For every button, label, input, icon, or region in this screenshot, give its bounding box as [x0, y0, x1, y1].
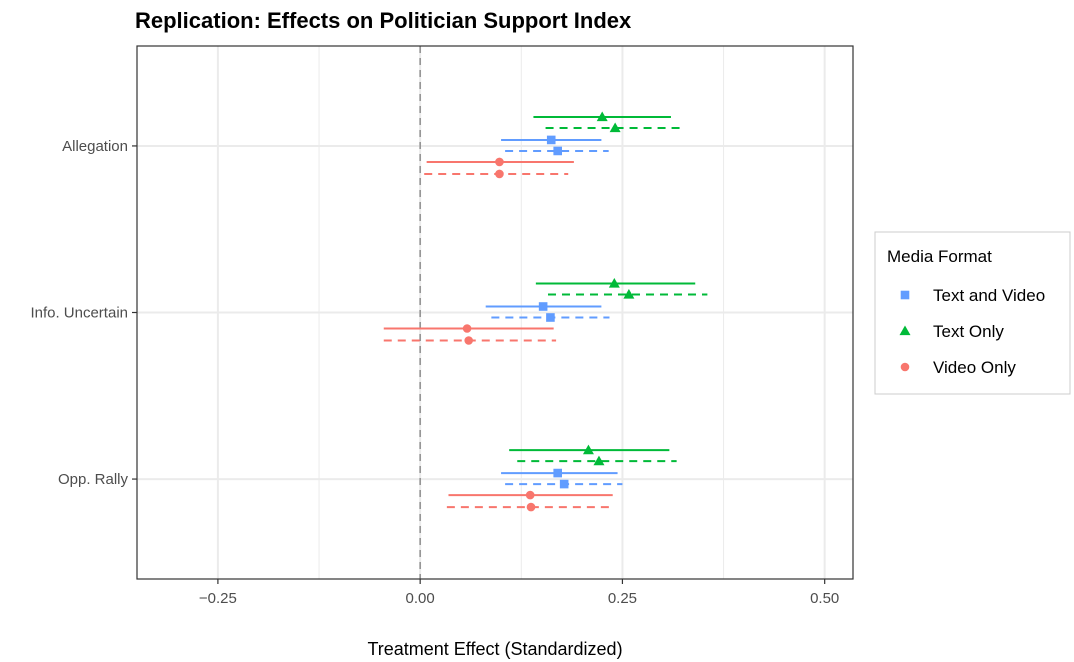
x-tick-label: 0.50	[810, 590, 839, 607]
legend-item: Text Only	[899, 322, 1004, 341]
legend-item: Text and Video	[900, 286, 1045, 305]
point-marker-triangle	[582, 444, 594, 455]
x-tick-label: −0.25	[199, 590, 237, 607]
y-tick-label: Info. Uncertain	[30, 305, 128, 322]
series-text-and-video	[485, 135, 623, 489]
legend: Media Format Text and Video Text Only Vide…	[874, 231, 1071, 395]
legend-label: Video Only	[933, 358, 1016, 377]
point-marker-square	[538, 302, 548, 311]
point-marker-square	[553, 468, 563, 478]
point-marker-triangle	[593, 455, 605, 466]
y-tick-label: Opp. Rally	[58, 471, 129, 488]
point-marker-square	[546, 313, 555, 322]
legend-label: Text Only	[933, 322, 1004, 341]
point-marker-square	[546, 135, 556, 145]
point-marker-circle	[495, 157, 504, 167]
x-axis-title: Treatment Effect (Standardized)	[367, 639, 622, 659]
point-marker-triangle	[623, 289, 635, 299]
point-marker-circle	[526, 502, 536, 512]
series-text-only	[509, 111, 708, 466]
legend-items: Text and Video Text Only Video Only	[899, 286, 1045, 377]
point-marker-triangle	[596, 111, 608, 122]
legend-item: Video Only	[900, 358, 1016, 377]
x-tick-label: 0.00	[406, 590, 435, 607]
point-marker-circle	[462, 324, 472, 333]
point-marker-triangle	[899, 325, 911, 336]
point-marker-square	[900, 290, 910, 300]
grid	[137, 46, 853, 579]
point-marker-circle	[525, 490, 535, 500]
y-axis: Allegation Info. Uncertain Opp. Rally	[30, 138, 137, 488]
point-marker-circle	[464, 336, 474, 345]
legend-label: Text and Video	[933, 286, 1045, 305]
point-marker-square	[553, 146, 563, 156]
legend-title: Media Format	[887, 247, 992, 266]
point-marker-circle	[900, 362, 910, 372]
series-video-only	[383, 157, 615, 512]
data-marks	[383, 111, 708, 512]
x-axis: −0.25 0.00 0.25 0.50	[199, 579, 839, 607]
point-marker-square	[559, 479, 569, 489]
point-marker-triangle	[609, 122, 621, 133]
x-tick-label: 0.25	[608, 590, 637, 607]
point-marker-circle	[495, 169, 504, 179]
y-tick-label: Allegation	[62, 138, 128, 155]
chart-title: Replication: Effects on Politician Suppo…	[135, 8, 632, 33]
point-marker-triangle	[608, 278, 620, 288]
